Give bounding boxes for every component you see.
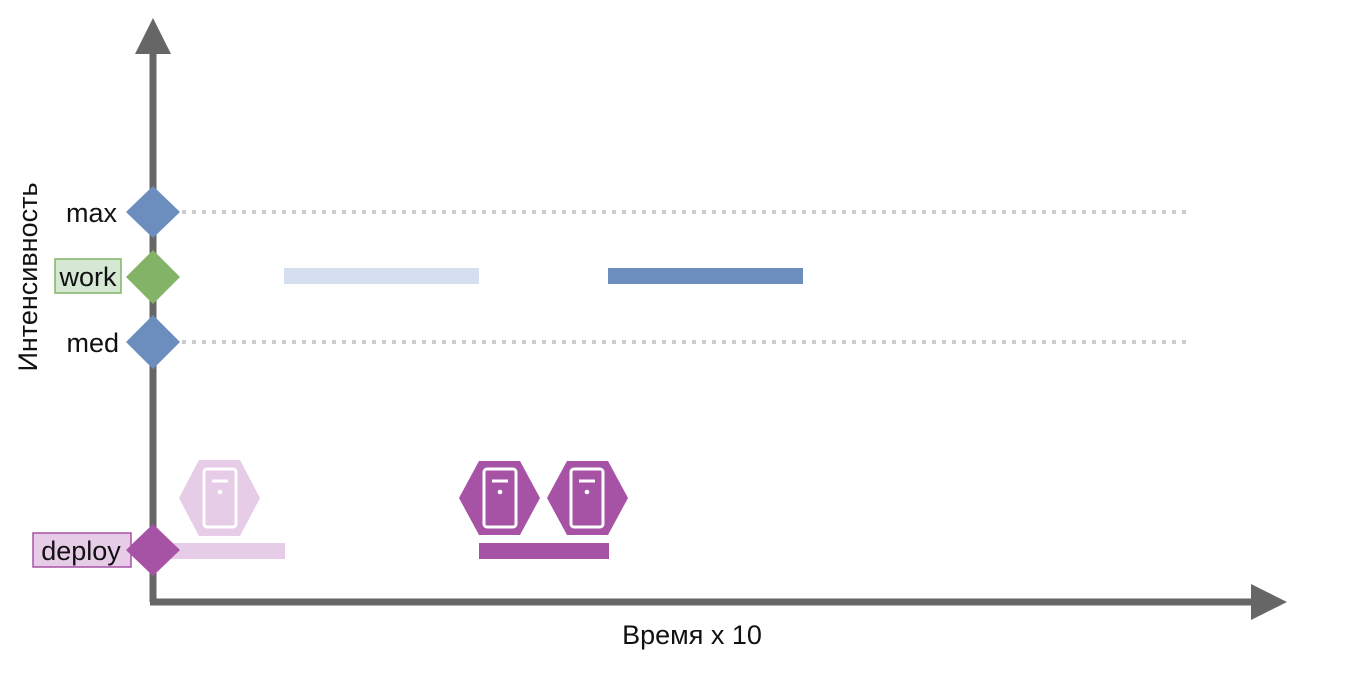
deploy-marker-icon (126, 524, 180, 576)
server-icon (459, 461, 540, 535)
work-label: work (58, 262, 117, 292)
y-axis-label: Интенсивность (13, 182, 43, 371)
y-axis-arrow-icon (135, 18, 171, 54)
work-marker-icon (126, 250, 180, 304)
deploy-bar-faded (170, 543, 285, 559)
med-marker-icon (126, 315, 180, 369)
max-marker-icon (126, 186, 180, 238)
x-axis-label: Время х 10 (622, 620, 762, 650)
deploy-label: deploy (41, 536, 121, 566)
server-icon (547, 461, 628, 535)
deploy-bar (479, 543, 609, 559)
work-bar-faded (284, 268, 479, 284)
max-label: max (66, 198, 118, 228)
med-label: med (66, 328, 119, 358)
axes (135, 18, 1287, 620)
x-axis-arrow-icon (1251, 584, 1287, 620)
work-bar (608, 268, 803, 284)
server-icon-faded (179, 460, 260, 536)
work-label-box (54, 258, 122, 294)
